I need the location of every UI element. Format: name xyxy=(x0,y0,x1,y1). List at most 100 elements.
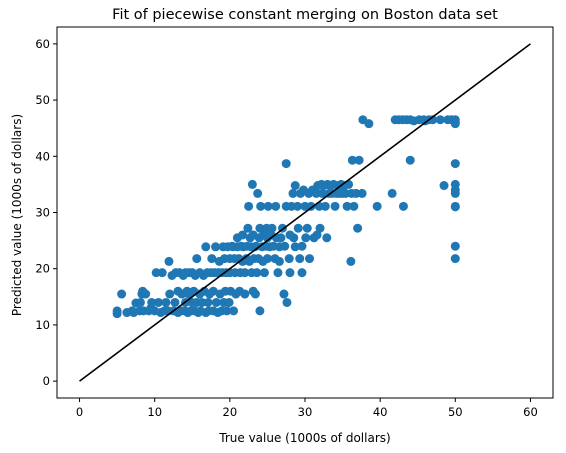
scatter-point xyxy=(450,119,460,129)
scatter-point xyxy=(192,254,202,264)
scatter-point xyxy=(297,241,307,251)
scatter-point xyxy=(207,254,217,264)
scatter-point xyxy=(201,242,211,252)
scatter-point xyxy=(211,242,221,252)
scatter-point xyxy=(153,297,163,307)
scatter-point xyxy=(281,159,291,169)
scatter-point xyxy=(293,223,303,233)
scatter-point xyxy=(208,286,218,296)
scatter-point xyxy=(276,233,286,243)
y-tick-label: 50 xyxy=(35,93,50,107)
scatter-point xyxy=(315,223,325,233)
axis-ticks: 0 10 20 30 40 50 60 0 10 20 30 40 50 60 xyxy=(35,37,537,419)
scatter-point xyxy=(165,289,175,299)
scatter-point xyxy=(435,115,445,125)
scatter-point xyxy=(170,297,180,307)
scatter-point xyxy=(240,289,250,299)
scatter-point xyxy=(317,188,327,198)
scatter-point xyxy=(288,188,298,198)
scatter-point xyxy=(224,297,234,307)
x-tick-label: 30 xyxy=(298,405,313,419)
scatter-point xyxy=(428,115,438,125)
x-tick-label: 60 xyxy=(523,405,538,419)
scatter-point xyxy=(302,223,312,233)
scatter-point xyxy=(243,223,253,233)
scatter-point xyxy=(297,268,307,278)
scatter-point xyxy=(255,223,265,233)
scatter-point xyxy=(289,233,299,243)
scatter-point xyxy=(347,155,357,165)
x-axis-label: True value (1000s of dollars) xyxy=(218,431,390,445)
x-tick-label: 10 xyxy=(147,405,162,419)
scatter-point xyxy=(292,201,302,211)
scatter-point xyxy=(290,242,300,252)
scatter-point xyxy=(141,289,151,299)
scatter-point xyxy=(322,233,332,243)
scatter-point xyxy=(117,289,127,299)
scatter-point xyxy=(357,188,367,198)
scatter-point xyxy=(250,289,260,299)
y-tick-label: 60 xyxy=(35,37,50,51)
x-tick-label: 40 xyxy=(373,405,388,419)
x-tick-label: 50 xyxy=(448,405,463,419)
scatter-point xyxy=(330,201,340,211)
scatter-point xyxy=(147,297,157,307)
scatter-point xyxy=(211,297,221,307)
y-tick-label: 30 xyxy=(35,206,50,220)
y-tick-label: 10 xyxy=(35,318,50,332)
scatter-point xyxy=(280,241,290,251)
scatter-point xyxy=(271,201,281,211)
y-tick-label: 40 xyxy=(35,149,50,163)
scatter-point xyxy=(312,230,322,240)
scatter-point xyxy=(279,289,289,299)
scatter-point xyxy=(164,256,174,266)
scatter-point xyxy=(342,201,352,211)
scatter-point xyxy=(349,201,359,211)
scatter-point xyxy=(282,297,292,307)
y-tick-label: 0 xyxy=(43,374,50,388)
reference-line xyxy=(79,43,531,382)
scatter-point xyxy=(267,223,277,233)
scatter-point xyxy=(306,201,316,211)
scatter-point xyxy=(346,256,356,266)
scatter-point xyxy=(450,254,460,264)
data-points xyxy=(112,115,460,319)
plot-frame xyxy=(56,26,554,399)
scatter-point xyxy=(157,268,167,278)
scatter-point xyxy=(274,256,284,266)
scatter-point xyxy=(320,201,330,211)
scatter-point xyxy=(262,254,272,264)
scatter-point xyxy=(290,181,300,191)
y-tick-label: 20 xyxy=(35,262,50,276)
x-tick-label: 0 xyxy=(76,405,83,419)
scatter-point xyxy=(344,179,354,189)
scatter-point xyxy=(301,233,311,243)
scatter-point xyxy=(244,201,254,211)
scatter-point xyxy=(450,241,460,251)
y-axis-label: Predicted value (1000s of dollars) xyxy=(10,114,24,316)
scatter-point xyxy=(112,309,122,319)
scatter-point xyxy=(238,230,248,240)
scatter-point xyxy=(255,306,265,316)
scatter-point xyxy=(387,188,397,198)
scatter-point xyxy=(135,297,145,307)
scatter-point xyxy=(372,201,382,211)
scatter-point xyxy=(354,155,364,165)
scatter-point xyxy=(284,254,294,264)
scatter-point xyxy=(450,159,460,169)
scatter-point xyxy=(240,268,250,278)
x-tick-label: 20 xyxy=(223,405,238,419)
scatter-point xyxy=(364,119,374,129)
scatter-point xyxy=(253,188,263,198)
scatter-point xyxy=(295,254,305,264)
scatter-point xyxy=(259,268,269,278)
scatter-point xyxy=(450,188,460,198)
scatter-point xyxy=(263,201,273,211)
scatter-point xyxy=(305,254,315,264)
scatter-point xyxy=(353,223,363,233)
scatter-point xyxy=(285,268,295,278)
scatter-point xyxy=(161,297,171,307)
scatter-point xyxy=(229,306,239,316)
scatter-point xyxy=(252,268,262,278)
